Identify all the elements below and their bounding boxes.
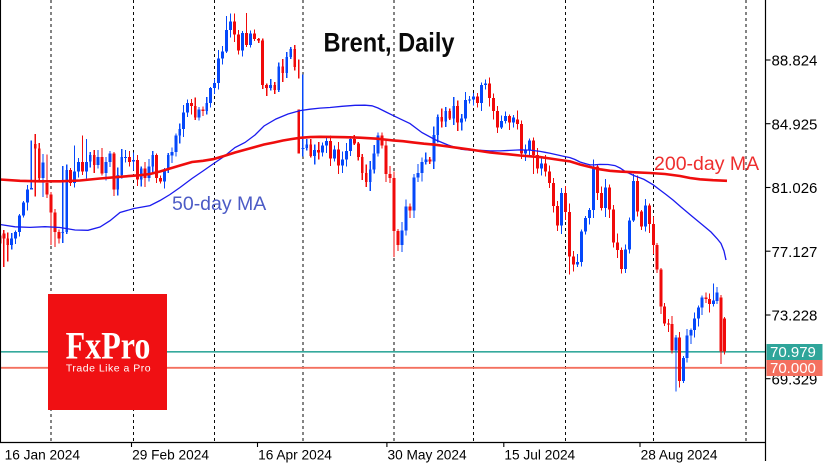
svg-text:28 Aug 2024: 28 Aug 2024 (641, 448, 718, 463)
svg-text:16 Apr 2024: 16 Apr 2024 (258, 448, 332, 463)
svg-text:70.979: 70.979 (770, 344, 816, 361)
svg-text:FxPro: FxPro (66, 324, 151, 368)
svg-text:29 Feb 2024: 29 Feb 2024 (132, 448, 209, 463)
svg-text:30 May 2024: 30 May 2024 (388, 448, 468, 463)
svg-text:50-day MA: 50-day MA (172, 193, 266, 215)
svg-text:Trade Like a Pro: Trade Like a Pro (66, 363, 151, 375)
svg-text:77.127: 77.127 (772, 244, 818, 261)
svg-text:15 Jul 2024: 15 Jul 2024 (504, 448, 575, 463)
svg-text:73.228: 73.228 (772, 308, 818, 325)
svg-text:200-day MA: 200-day MA (654, 153, 759, 175)
svg-text:70.000: 70.000 (770, 360, 816, 377)
svg-text:16 Jan 2024: 16 Jan 2024 (5, 448, 81, 463)
svg-text:81.026: 81.026 (772, 180, 818, 197)
svg-text:84.925: 84.925 (772, 116, 818, 133)
svg-text:Brent, Daily: Brent, Daily (323, 28, 454, 58)
svg-text:88.824: 88.824 (772, 53, 818, 70)
